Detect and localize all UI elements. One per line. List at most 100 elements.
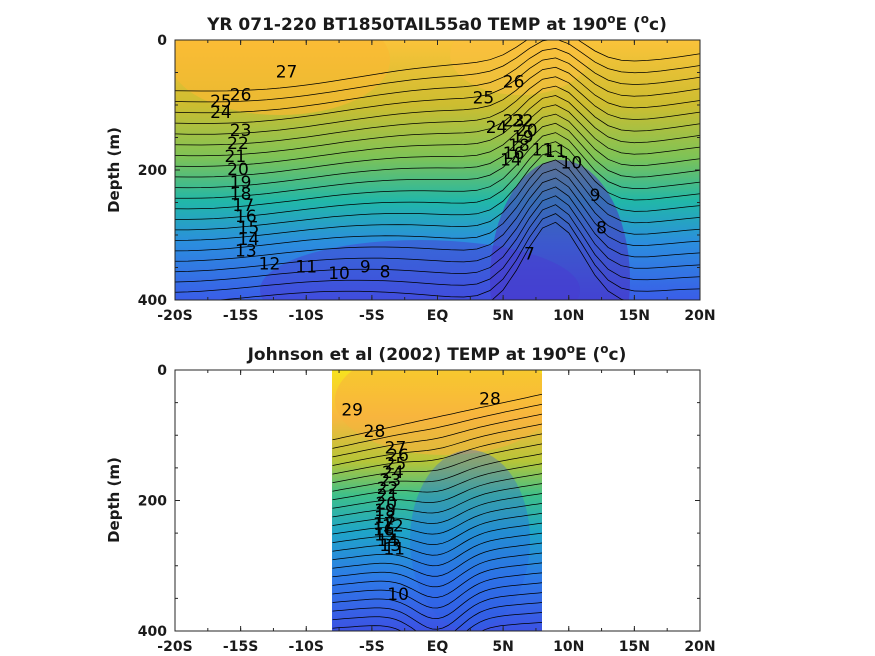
contour-line — [332, 542, 542, 577]
contour-label: 9 — [360, 258, 371, 278]
contour-label: 9 — [590, 186, 601, 206]
contour-line — [332, 572, 542, 609]
contour-label: 11 — [383, 539, 405, 559]
contour-label: 21 — [225, 147, 247, 167]
contour-label: 27 — [385, 438, 407, 458]
contour-label: 22 — [227, 134, 249, 154]
contour-line — [480, 622, 542, 631]
contour-label: 18 — [230, 185, 252, 205]
contour-line — [175, 48, 700, 114]
contour-label: 18 — [508, 136, 530, 156]
contour-label: 14 — [500, 150, 522, 170]
contour-label: 8 — [596, 219, 607, 239]
contour-label: 10 — [387, 585, 409, 605]
contour-label: 28 — [479, 389, 501, 409]
contour-label: 28 — [364, 422, 386, 442]
contour-line — [175, 85, 700, 157]
contour-label: 12 — [259, 254, 281, 274]
contour-line — [332, 493, 542, 526]
contour-label: 26 — [503, 72, 525, 92]
contour-label: 24 — [486, 118, 508, 138]
contour-label: 16 — [373, 521, 395, 541]
contour-label: 19 — [512, 128, 534, 148]
panel-2-field — [332, 370, 542, 631]
y-tick-label: 0 — [157, 33, 167, 49]
contour-line — [175, 177, 700, 262]
x-tick-label: 5N — [492, 639, 513, 655]
x-tick-label: 20N — [684, 308, 715, 324]
contour-line — [332, 443, 542, 483]
panel-model-temp: YR 071-220 BT1850TAIL55a0 TEMP at 190oE … — [105, 12, 716, 324]
x-tick-label: -20S — [157, 639, 192, 655]
contour-label: 23 — [230, 121, 252, 141]
contour-line — [175, 159, 700, 241]
contour-line — [332, 423, 542, 466]
contour-line — [175, 95, 700, 167]
x-tick-label: 20N — [684, 639, 715, 655]
contour-label: 25 — [210, 92, 232, 112]
x-tick-label: 10N — [553, 308, 584, 324]
contour-label: 17 — [373, 515, 395, 535]
y-tick-label: 200 — [138, 163, 167, 179]
panel-2-title: Johnson et al (2002) TEMP at 190oE (oc) — [247, 342, 627, 365]
contour-line — [175, 186, 700, 273]
panel-2-ylabel: Depth (m) — [105, 457, 123, 543]
contour-label: 29 — [341, 400, 363, 420]
contour-label: 21 — [377, 486, 399, 506]
contour-line — [332, 483, 542, 518]
contour-line — [332, 473, 542, 509]
contour-line — [332, 512, 542, 545]
contour-label: 20 — [227, 160, 249, 180]
contour-line — [332, 522, 542, 556]
contour-line — [332, 602, 542, 631]
contour-label: 10 — [328, 264, 350, 284]
contour-line — [332, 413, 542, 458]
contour-label: 22 — [377, 479, 399, 499]
panel-1-ticks: -20S -15S -10S -5S EQ 5N 10N 15N 20N 0 200 400 — [138, 33, 716, 324]
contour-line — [175, 168, 700, 252]
x-tick-label: 10N — [553, 639, 584, 655]
contour-line — [175, 141, 700, 220]
contour-line — [175, 57, 700, 124]
contour-label: 24 — [210, 103, 232, 123]
contour-label: 19 — [374, 501, 396, 521]
x-tick-label: EQ — [427, 308, 449, 324]
x-tick-label: 15N — [619, 639, 650, 655]
y-tick-label: 400 — [138, 293, 167, 309]
contour-label: 8 — [380, 263, 391, 283]
x-tick-label: 15N — [619, 308, 650, 324]
contour-line — [332, 562, 542, 598]
contour-label: 16 — [235, 207, 257, 227]
panel-2-contours — [332, 393, 542, 631]
x-tick-label: EQ — [427, 639, 449, 655]
contour-label: 11 — [545, 142, 567, 162]
contour-label: 14 — [238, 230, 260, 250]
x-tick-label: -10S — [289, 308, 324, 324]
x-tick-label: -15S — [223, 639, 258, 655]
panel-1-field — [175, 40, 700, 300]
contour-label: 23 — [503, 111, 525, 131]
contour-label: 11 — [532, 141, 554, 161]
contour-line — [332, 582, 542, 619]
contour-line — [332, 433, 542, 475]
contour-line — [175, 76, 700, 146]
contour-label: 20 — [375, 494, 397, 514]
contour-label: 16 — [503, 144, 525, 164]
contour-line — [175, 40, 700, 92]
x-tick-label: -5S — [359, 639, 385, 655]
x-tick-label: -20S — [157, 308, 192, 324]
contour-line — [332, 612, 542, 631]
x-tick-label: -10S — [289, 639, 324, 655]
contour-line — [175, 204, 700, 293]
contour-label: 17 — [232, 196, 254, 216]
contour-line — [332, 453, 542, 492]
y-tick-label: 200 — [138, 494, 167, 510]
contour-line — [175, 122, 700, 199]
contour-line — [175, 113, 700, 189]
contour-label: 25 — [385, 455, 407, 475]
panel-1-contours — [175, 40, 700, 300]
x-tick-label: 5N — [492, 308, 513, 324]
panel-2-contour-labels: 2928282726252423222120191817161514131211… — [341, 389, 500, 605]
contour-line — [175, 132, 700, 210]
contour-line — [175, 195, 700, 283]
